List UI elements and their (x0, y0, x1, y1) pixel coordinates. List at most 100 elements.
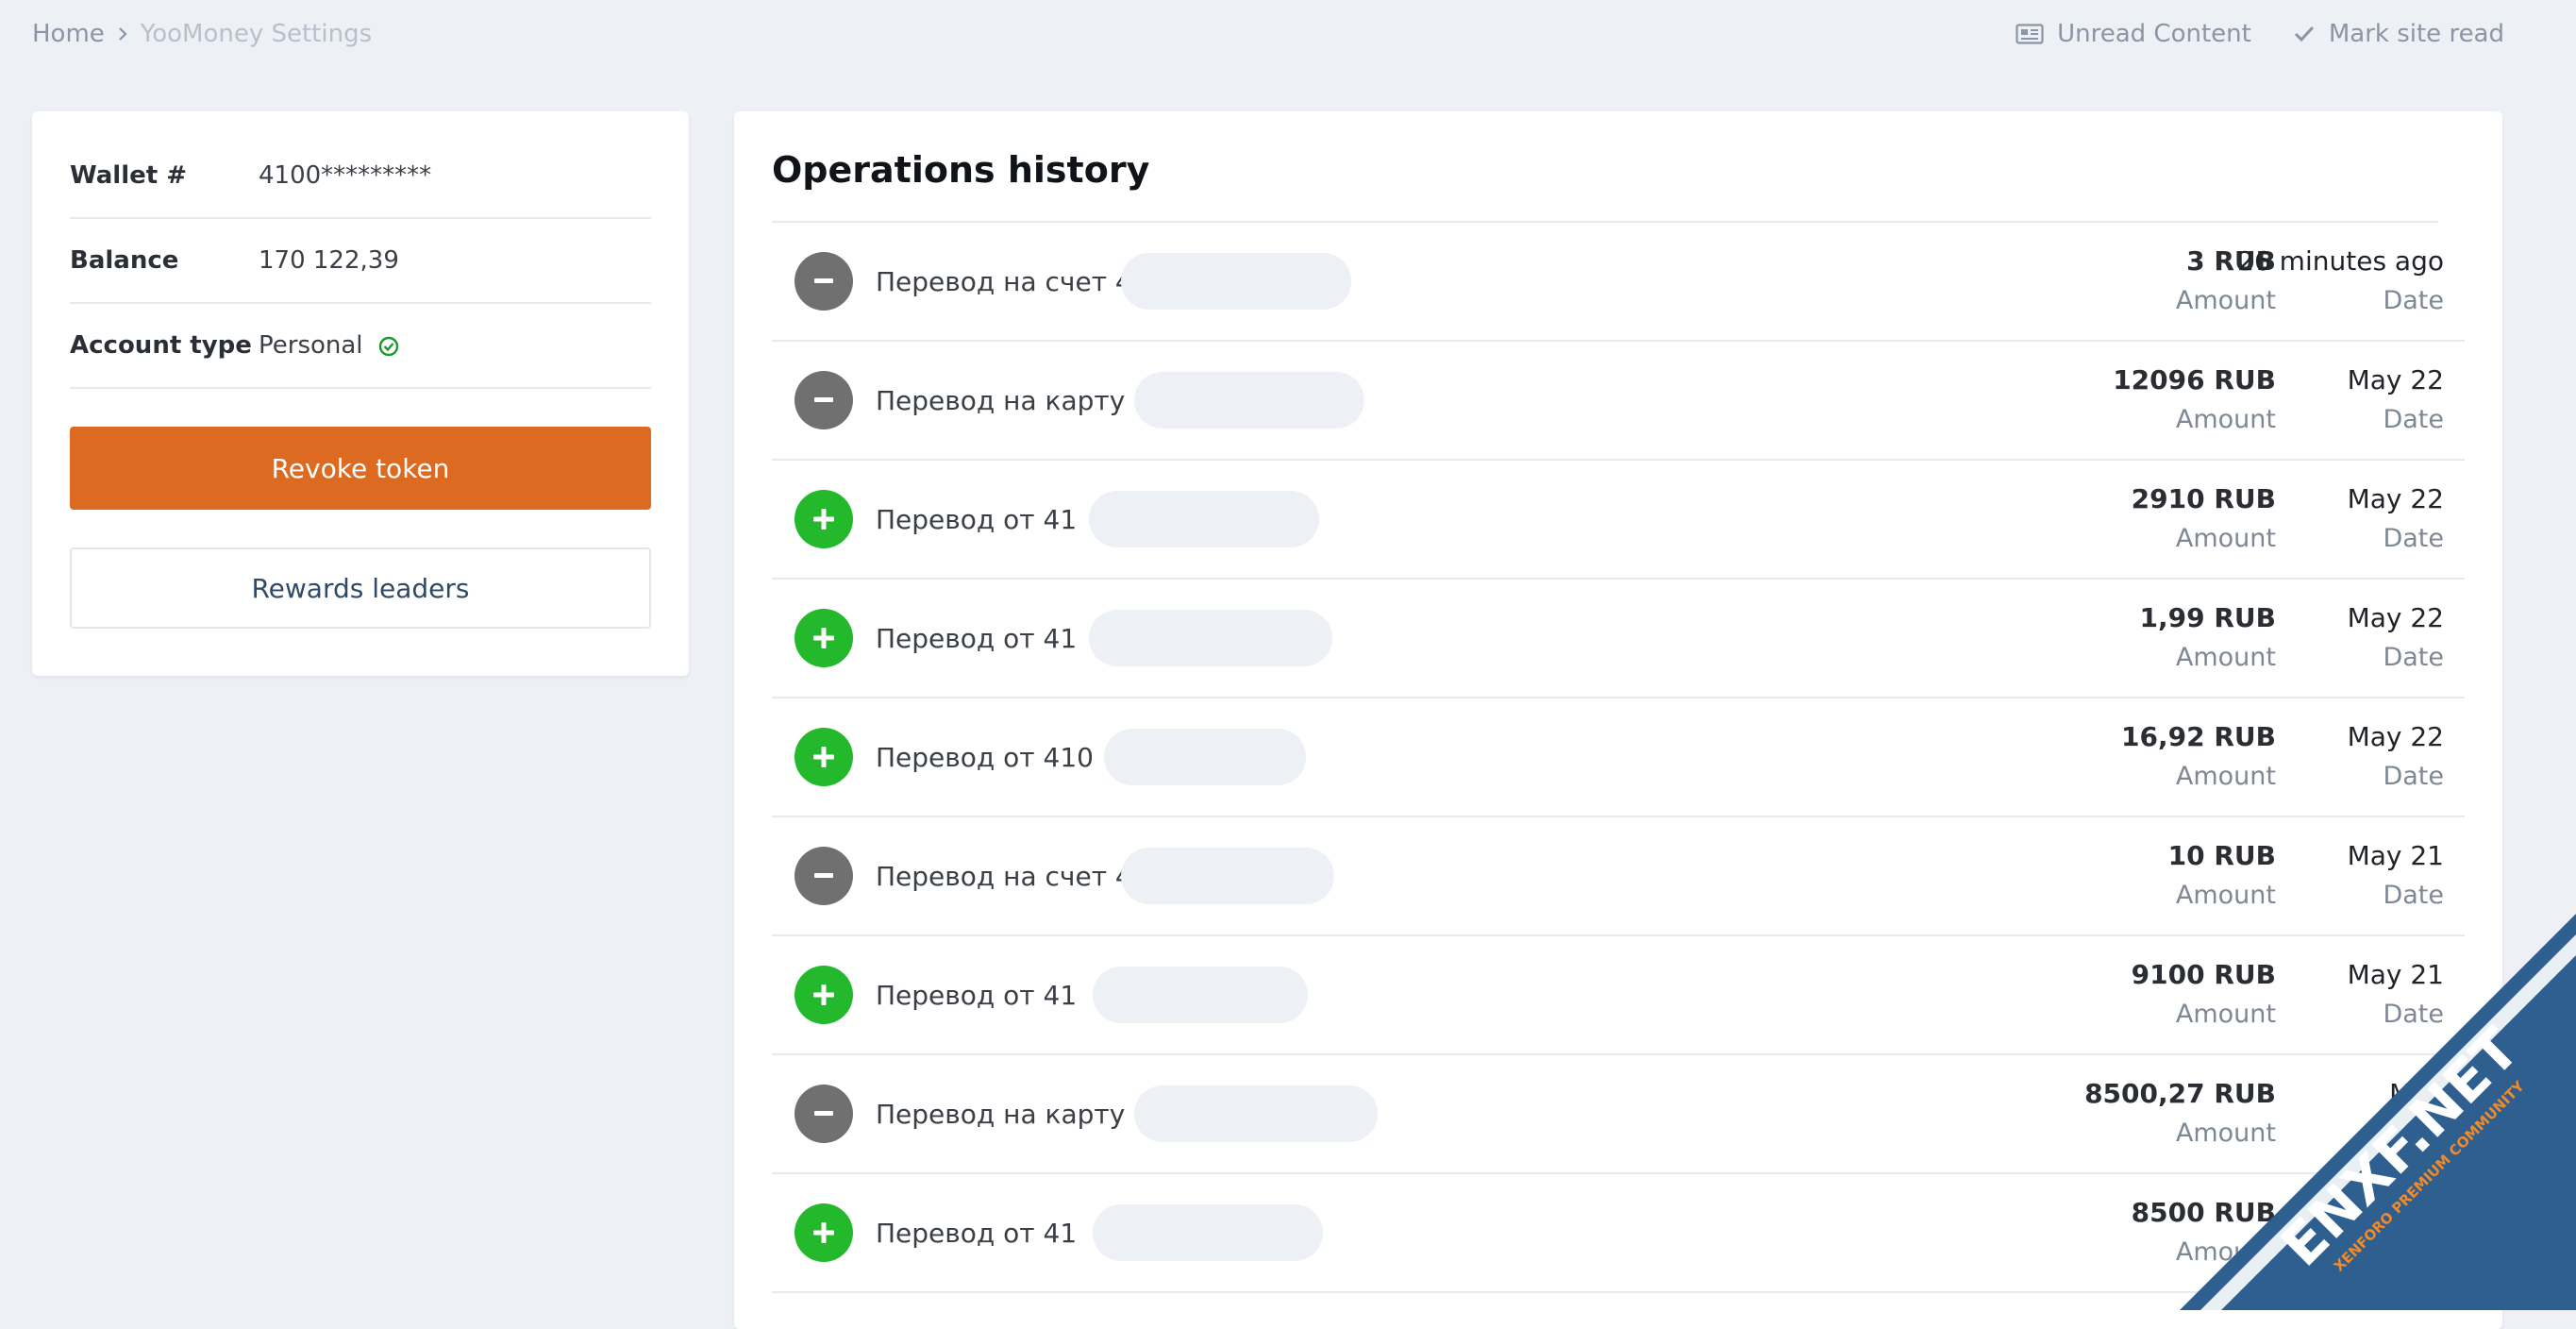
date-caption: Date (2383, 1119, 2444, 1148)
check-circle-icon (378, 336, 398, 356)
minus-icon (795, 252, 853, 311)
top-links: Unread Content Mark site read (2016, 17, 2504, 51)
operation-date: May 21 Date (2348, 955, 2444, 1035)
operation-title: Перевод на счет 41 (876, 860, 1149, 892)
operation-amount: 8500,27 RUB Amount (2084, 1074, 2276, 1153)
mark-site-read-label: Mark site read (2328, 20, 2504, 48)
date-value: May 21 (2347, 959, 2444, 990)
operation-title: Перевод от 41 (876, 979, 1078, 1011)
operation-amount: 2910 RUB Amount (2132, 479, 2276, 559)
operation-date: 26 minutes ago Date (2237, 242, 2444, 321)
redaction-mask (1134, 372, 1364, 429)
operation-amount: 16,92 RUB Amount (2121, 717, 2276, 797)
wallet-number-row: Wallet # 4100********* (70, 134, 651, 219)
amount-value: 16,92 RUB (2121, 721, 2276, 752)
operation-date: May 18 Date (2348, 1193, 2444, 1272)
amount-value: 8500,27 RUB (2084, 1078, 2276, 1109)
breadcrumb-current: YooMoney Settings (140, 20, 373, 48)
date-caption: Date (2383, 405, 2444, 434)
minus-icon (795, 371, 853, 429)
date-value: May 22 (2347, 364, 2444, 395)
operation-title: Перевод от 41 (876, 1217, 1078, 1249)
operation-title: Перевод от 410 (876, 741, 1094, 773)
date-caption: Date (2383, 524, 2444, 553)
balance-row: Balance 170 122,39 (70, 219, 651, 304)
date-value: May 21 (2347, 840, 2444, 871)
redaction-mask (1089, 491, 1319, 547)
operations-history-title: Operations history (772, 111, 2438, 223)
operation-row: Перевод от 41 2910 RUB Amount May 22 Dat… (772, 461, 2465, 580)
rewards-leaders-button[interactable]: Rewards leaders (70, 547, 651, 629)
balance-value: 170 122,39 (259, 246, 399, 275)
mark-site-read-link[interactable]: Mark site read (2293, 17, 2504, 51)
date-value: May 22 (2347, 483, 2444, 514)
operation-amount: 1,99 RUB Amount (2140, 598, 2276, 678)
amount-value: 9100 RUB (2131, 959, 2276, 990)
revoke-token-button[interactable]: Revoke token (70, 427, 651, 510)
account-type-value: Personal (259, 331, 399, 360)
operation-date: May 22 Date (2348, 598, 2444, 678)
breadcrumb: Home YooMoney Settings (32, 17, 372, 51)
operation-row: Перевод на карту 42 12096 RUB Amount May… (772, 342, 2465, 461)
redaction-mask (1134, 1085, 1378, 1142)
wallet-info-card: Wallet # 4100********* Balance 170 122,3… (32, 111, 689, 676)
redaction-mask (1093, 967, 1308, 1023)
date-value: May 18 (2347, 1197, 2444, 1228)
operation-title: Перевод от 41 (876, 503, 1078, 535)
date-caption: Date (2383, 1000, 2444, 1029)
amount-caption: Amount (2175, 762, 2276, 791)
operation-row: Перевод на счет 41 3 RUB Amount 26 minut… (772, 223, 2465, 342)
date-value: May 22 (2347, 721, 2444, 752)
plus-icon (795, 966, 853, 1024)
amount-caption: Amount (2175, 881, 2276, 910)
operation-date: May 22 Date (2348, 717, 2444, 797)
account-type-label: Account type (70, 331, 252, 360)
operations-history-card: Operations history Перевод на счет 41 3 … (734, 111, 2502, 1329)
date-caption: Date (2383, 643, 2444, 672)
date-caption: Date (2383, 881, 2444, 910)
amount-value: 3 RUB (2186, 245, 2276, 277)
unread-content-link[interactable]: Unread Content (2016, 17, 2251, 51)
date-value: May (2389, 1078, 2444, 1109)
redaction-mask (1121, 253, 1351, 310)
account-type-text: Personal (259, 331, 363, 360)
operation-row: Перевод от 410 16,92 RUB Amount May 22 D… (772, 698, 2465, 817)
operation-amount: 9100 RUB Amount (2132, 955, 2276, 1035)
balance-label: Balance (70, 246, 179, 275)
amount-value: 2910 RUB (2131, 483, 2276, 514)
chevron-right-icon (105, 25, 141, 42)
breadcrumb-home-link[interactable]: Home (32, 20, 105, 48)
amount-caption: Amount (2175, 1119, 2276, 1148)
operation-row: Перевод на счет 41 10 RUB Amount May 21 … (772, 817, 2465, 936)
amount-value: 10 RUB (2167, 840, 2276, 871)
operation-row: Перевод на карту 42 8500,27 RUB Amount M… (772, 1055, 2465, 1174)
minus-icon (795, 1085, 853, 1143)
account-type-row: Account type Personal (70, 304, 651, 389)
redaction-mask (1121, 848, 1334, 904)
plus-icon (795, 609, 853, 667)
operation-amount: 10 RUB Amount (2168, 836, 2276, 916)
amount-caption: Amount (2175, 524, 2276, 553)
plus-icon (795, 1203, 853, 1262)
operation-title: Перевод на карту 42 (876, 384, 1167, 416)
operation-date: May 22 Date (2348, 361, 2444, 440)
amount-caption: Amount (2175, 405, 2276, 434)
date-caption: Date (2383, 762, 2444, 791)
unread-content-label: Unread Content (2057, 20, 2251, 48)
newspaper-icon (2016, 24, 2044, 44)
amount-value: 8500 RUB (2131, 1197, 2276, 1228)
wallet-number-value: 4100********* (259, 161, 432, 190)
operation-amount: 12096 RUB Amount (2113, 361, 2276, 440)
wallet-number-label: Wallet # (70, 161, 188, 190)
date-value: 26 minutes ago (2237, 245, 2444, 277)
operation-row: Перевод от 41 1,99 RUB Amount May 22 Dat… (772, 580, 2465, 698)
plus-icon (795, 728, 853, 786)
date-caption: Date (2383, 286, 2444, 315)
amount-caption: Amount (2175, 1237, 2276, 1267)
redaction-mask (1093, 1204, 1323, 1261)
amount-caption: Amount (2175, 1000, 2276, 1029)
amount-caption: Amount (2175, 286, 2276, 315)
date-caption: Date (2383, 1237, 2444, 1267)
operation-amount: 3 RUB Amount (2176, 242, 2276, 321)
operation-title: Перевод от 41 (876, 622, 1078, 654)
